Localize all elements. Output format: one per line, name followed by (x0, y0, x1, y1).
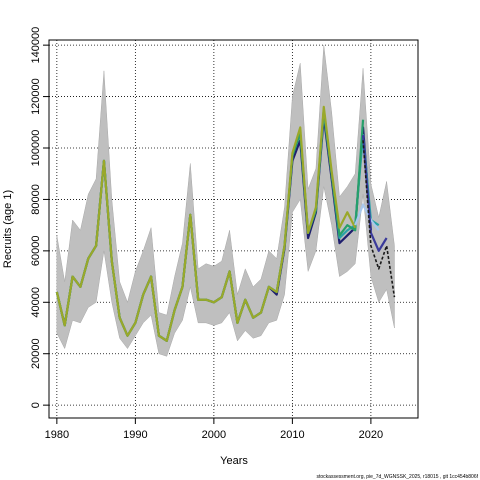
series-line-3 (55, 105, 357, 342)
x-tick-label-0: 1980 (45, 429, 69, 441)
confidence-band (56, 45, 395, 357)
x-tick-label-4: 2020 (359, 429, 383, 441)
axes: 1980 1990 2000 2010 2020 0 20000 40000 60000 8000… (30, 27, 383, 441)
y-tick-label-2: 40000 (30, 287, 42, 318)
y-tick-label-6: 120000 (30, 78, 42, 115)
y-axis-title: Recruits (age 1) (2, 190, 14, 268)
series-line-6 (362, 140, 396, 298)
y-tick-label-0: 0 (30, 402, 42, 408)
y-tick-label-5: 100000 (30, 130, 42, 167)
series-line-5 (361, 135, 388, 252)
y-tick-label-3: 60000 (30, 236, 42, 267)
y-tick-label-1: 20000 (30, 338, 42, 369)
source-caption: stockassessment.org, pie_7d_WGNSSK_2025,… (317, 474, 479, 480)
y-tick-label-7: 140000 (30, 27, 42, 64)
x-tick-label-3: 2010 (280, 429, 304, 441)
x-tick-label-1: 1990 (123, 429, 147, 441)
series-group (55, 105, 396, 342)
x-axis-title: Years (220, 455, 248, 467)
confidence-band-group (56, 45, 395, 357)
series-line-4 (354, 203, 380, 231)
x-tick-label-2: 2000 (202, 429, 226, 441)
y-tick-label-4: 80000 (30, 184, 42, 215)
